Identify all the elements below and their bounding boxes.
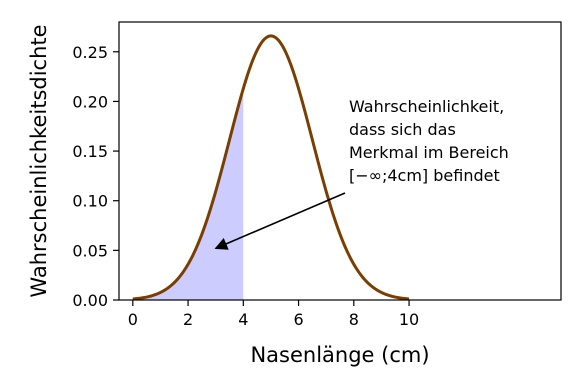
annotation-line: dass sich das <box>349 120 456 139</box>
y-tick-label: 0.25 <box>72 43 108 62</box>
density-curve <box>132 34 410 301</box>
y-tick-label: 0.15 <box>72 142 108 161</box>
annotation-line: Wahrscheinlichkeit, <box>349 97 504 116</box>
annotation-text: Wahrscheinlichkeit, dass sich das Merkma… <box>349 97 514 185</box>
y-tick-label: 0.00 <box>72 291 108 310</box>
y-axis-label: Wahrscheinlichkeitsdichte <box>27 24 51 297</box>
x-axis: 0 2 4 6 8 10 <box>128 300 419 329</box>
x-tick-label: 10 <box>399 310 419 329</box>
shaded-probability-area <box>132 88 244 300</box>
annotation-line: Merkmal im Bereich <box>349 143 509 162</box>
y-axis: 0.00 0.05 0.10 0.15 0.20 0.25 <box>72 43 119 310</box>
x-tick-label: 6 <box>293 310 303 329</box>
x-tick-label: 2 <box>183 310 193 329</box>
y-tick-label: 0.20 <box>72 92 108 111</box>
y-tick-label: 0.05 <box>72 241 108 260</box>
plot-frame <box>118 21 562 301</box>
x-axis-label: Nasenlänge (cm) <box>250 343 429 367</box>
x-tick-label: 0 <box>128 310 138 329</box>
x-tick-label: 8 <box>349 310 359 329</box>
annotation-arrow <box>214 192 346 250</box>
annotation: Wahrscheinlichkeit, dass sich das Merkma… <box>214 97 514 250</box>
annotation-line: [−∞;4cm] befindet <box>349 166 500 185</box>
y-tick-label: 0.10 <box>72 192 108 211</box>
x-tick-label: 4 <box>238 310 248 329</box>
